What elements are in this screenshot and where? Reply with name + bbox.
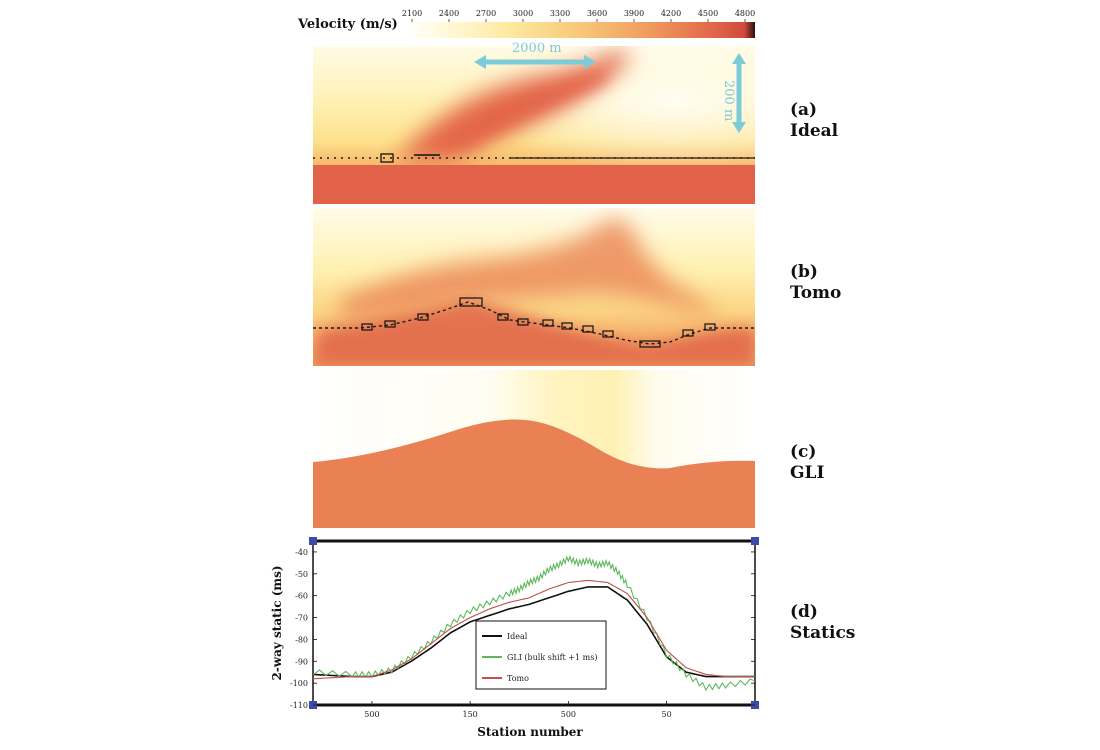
series-line-ideal	[313, 586, 755, 678]
colorbar-tick-label: 4800	[735, 9, 755, 18]
panel-d-label: (d) Statics	[790, 602, 855, 644]
y-axis-ticks: -40 -50 -60 -70 -80 -90 -100 -110	[290, 548, 755, 710]
panel-c-label: (c) GLI	[790, 442, 824, 484]
y-tick-label: -60	[295, 592, 308, 601]
colorbar-tick-label: 2100	[402, 9, 422, 18]
y-tick-label: -110	[290, 701, 308, 710]
colorbar-tick-label: 3600	[587, 9, 607, 18]
panel-d-statics-chart: -40 -50 -60 -70 -80 -90 -100 -110 500 150 500 50 S…	[270, 537, 759, 739]
colorbar-tick-label: 2700	[476, 9, 496, 18]
panel-b-tomo	[313, 208, 755, 366]
panel-d-letter: (d)	[790, 602, 818, 622]
panel-c-letter: (c)	[790, 442, 817, 462]
x-axis-label: Station number	[477, 725, 583, 739]
x-tick-label: 500	[561, 710, 576, 719]
panel-a-name: Ideal	[790, 121, 839, 141]
panel-b-letter: (b)	[790, 262, 818, 282]
colorbar: Velocity (m/s) 2100 2400 2700 3000 3300 3600 3…	[297, 9, 755, 38]
panel-b-dipping-layer	[340, 218, 720, 320]
y-axis-label: 2-way static (ms)	[270, 565, 284, 680]
y-tick-label: -80	[295, 635, 308, 644]
chart-legend: Ideal GLI (bulk shift +1 ms) Tomo	[475, 620, 607, 690]
panel-a-ideal	[313, 46, 755, 204]
panel-c-gli	[313, 370, 755, 528]
colorbar-tick-label: 4200	[661, 9, 681, 18]
x-tick-label: 50	[662, 710, 672, 719]
panel-d-name: Statics	[790, 623, 856, 643]
x-axis-ticks: 500 150 500 50	[364, 701, 672, 719]
series-lines	[313, 554, 755, 692]
panel-a-letter: (a)	[790, 100, 818, 120]
panel-a-label: (a) Ideal	[790, 100, 838, 142]
panel-c-refractor	[313, 419, 755, 528]
colorbar-tick-label: 3300	[550, 9, 570, 18]
colorbar-ticks: 2100 2400 2700 3000 3300 3600 3900 4200 4500 4800	[402, 9, 755, 22]
scale-bar-horizontal-label: 2000 m	[512, 41, 562, 56]
legend-entry: GLI (bulk shift +1 ms)	[507, 653, 597, 662]
y-tick-label: -90	[295, 657, 308, 666]
scale-bars: 2000 m 200 m	[474, 41, 746, 133]
y-tick-label: -40	[295, 548, 308, 557]
legend-entry: Ideal	[507, 632, 528, 641]
colorbar-tick-label: 2400	[439, 9, 459, 18]
legend-entry: Tomo	[507, 674, 529, 683]
colorbar-tick-label: 3900	[624, 9, 644, 18]
y-tick-label: -100	[290, 679, 308, 688]
panel-b-station-markers	[361, 297, 716, 348]
y-tick-label: -50	[295, 570, 308, 579]
panel-b-station-line	[313, 301, 755, 345]
panel-c-name: GLI	[790, 463, 825, 483]
x-tick-label: 500	[364, 710, 379, 719]
colorbar-tick-label: 4500	[698, 9, 718, 18]
colorbar-tick-label: 3000	[513, 9, 533, 18]
panel-a-station-marker	[380, 153, 394, 163]
panel-b-label: (b) Tomo	[790, 262, 841, 304]
y-tick-label: -70	[295, 614, 308, 623]
panel-a-bottom-layer	[313, 165, 755, 204]
x-tick-label: 150	[463, 710, 478, 719]
corner-handle	[309, 537, 317, 545]
colorbar-bar	[405, 22, 755, 38]
series-line-tomo	[313, 579, 755, 680]
panel-b-name: Tomo	[790, 283, 842, 303]
scale-bar-vertical-label: 200 m	[721, 80, 736, 121]
colorbar-label: Velocity (m/s)	[297, 17, 398, 32]
corner-handle	[751, 537, 759, 545]
